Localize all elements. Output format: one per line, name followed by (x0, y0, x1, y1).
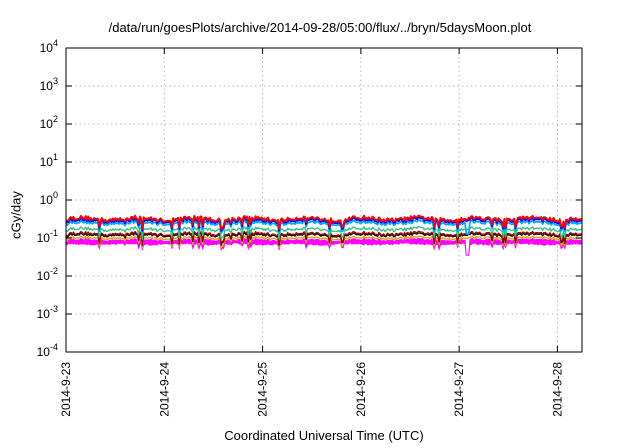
y-tick-label: 102 (40, 114, 58, 131)
series-line-3 (65, 230, 583, 245)
x-tick-label: 2014-9-23 (59, 362, 73, 417)
x-axis-label: Coordinated Universal Time (UTC) (224, 428, 424, 443)
series-group (65, 214, 583, 256)
series-line-4 (65, 226, 583, 241)
chart-title: /data/run/goesPlots/archive/2014-09-28/0… (108, 20, 532, 35)
y-tick-label: 10-4 (37, 342, 58, 359)
x-tick-label: 2014-9-25 (256, 362, 270, 417)
y-tick-label: 10-1 (37, 228, 58, 245)
x-tick-label: 2014-9-26 (354, 362, 368, 417)
grid-lines (66, 48, 582, 352)
axis-ticks: 104 103 102 101 100 10-1 10-2 10-3 10-42014-9-23… (37, 38, 582, 417)
y-tick-label: 10-3 (37, 304, 58, 321)
y-tick-label: 101 (40, 152, 58, 169)
x-tick-label: 2014-9-28 (550, 362, 564, 417)
y-tick-label: 10-2 (37, 266, 58, 283)
x-tick-label: 2014-9-24 (157, 362, 171, 417)
y-axis-label: cGy/day (8, 191, 24, 239)
series-line-7 (65, 214, 583, 231)
y-tick-label: 103 (40, 76, 58, 93)
y-tick-label: 100 (40, 190, 58, 207)
y-tick-label: 104 (40, 38, 58, 55)
x-tick-label: 2014-9-27 (452, 362, 466, 417)
series-line-1 (65, 235, 583, 249)
series-line-5 (65, 219, 583, 235)
